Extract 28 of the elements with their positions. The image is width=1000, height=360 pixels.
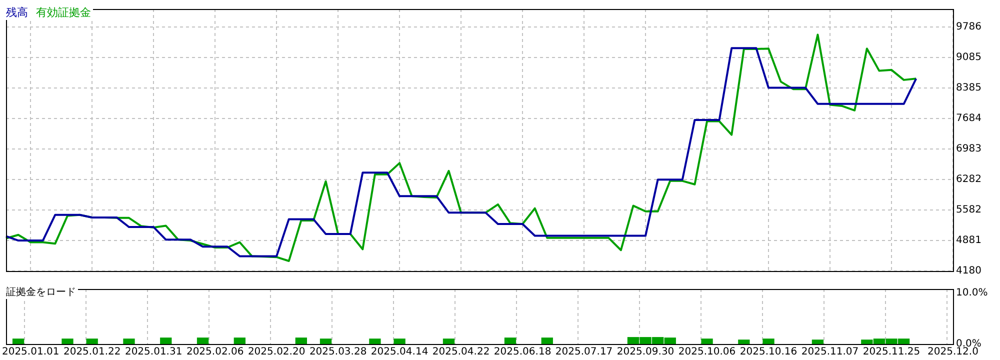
x-tick-label: 2025.06.18: [494, 346, 552, 358]
x-tick-label: 2025.02.06: [186, 346, 244, 358]
chart-title: 証拠金をロード: [4, 285, 78, 299]
y-tick-label: 6983: [956, 144, 982, 155]
x-tick-label: 2025.01.22: [63, 346, 121, 358]
x-tick-label: 2025.10.16: [740, 346, 798, 358]
x-tick-label: 2025.02.20: [248, 346, 306, 358]
y-tick-label: 4180: [956, 266, 982, 277]
y-tick-label: 6282: [956, 174, 982, 186]
x-tick-label: 2025.10.06: [678, 346, 736, 358]
x-tick-label: 2025.11.07: [801, 346, 859, 358]
x-tick-label: 2025.01.01: [2, 346, 60, 358]
x-tick-label: 2025.01.31: [124, 346, 182, 358]
text: 残高: [6, 6, 28, 19]
x-tick-label: 2025.07.17: [555, 346, 613, 358]
y-tick-label: 10.0%: [956, 288, 988, 299]
y-tick-label: 4881: [956, 235, 982, 246]
text: 有効証拠金: [36, 6, 91, 19]
y-tick-label: 7684: [956, 113, 982, 124]
x-tick-label: 2025.09.30: [616, 346, 674, 358]
y-tick-label: 9786: [956, 22, 982, 33]
x-tick-label: 2025.04.14: [370, 346, 428, 358]
y-tick-label: 5582: [956, 204, 982, 216]
x-tick-label: 2025.11.25: [862, 346, 920, 358]
x-tick-label: 2025.04.22: [432, 346, 490, 358]
y-tick-label: 9085: [956, 52, 982, 64]
y-tick-label: 8385: [956, 82, 982, 94]
x-tick-label: 2025.03.28: [309, 346, 367, 358]
